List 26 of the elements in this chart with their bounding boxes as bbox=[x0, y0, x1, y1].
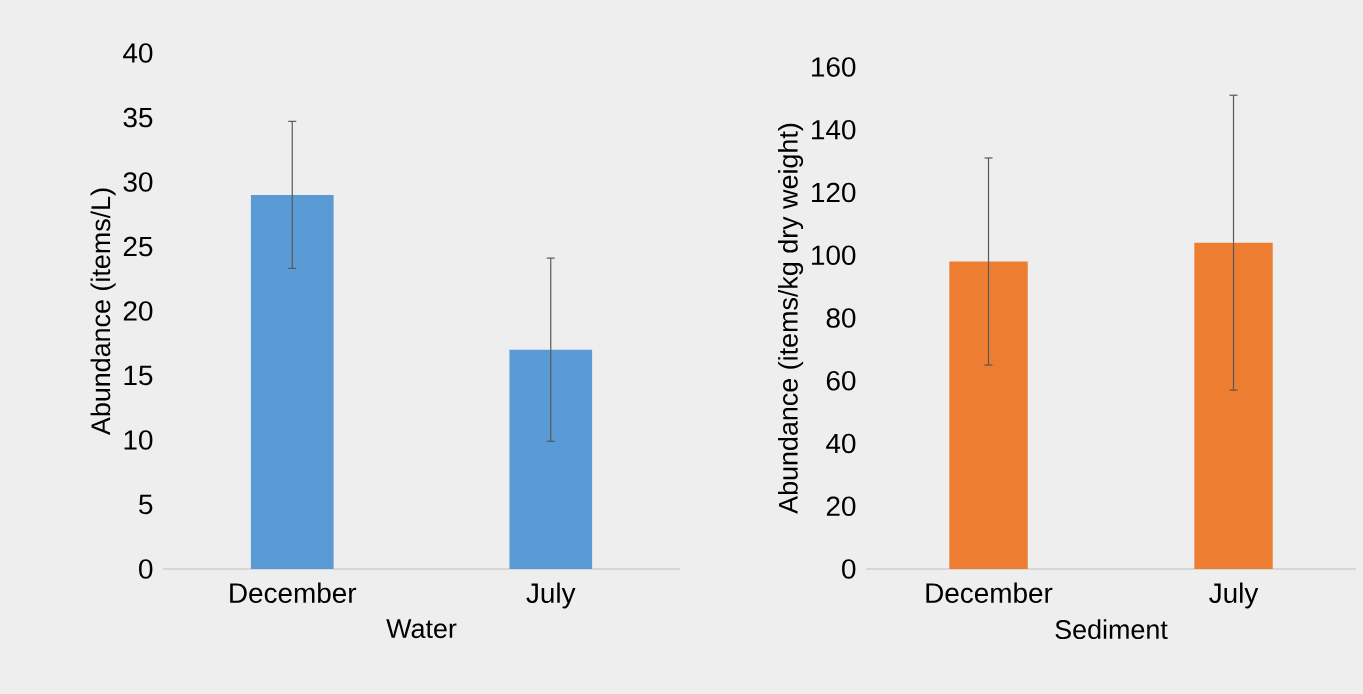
y-axis-title: Abundance (items/kg dry weight) bbox=[778, 123, 804, 514]
y-tick-label: 100 bbox=[812, 245, 856, 266]
y-tick-label: 40 bbox=[826, 433, 856, 454]
y-tick-label: 80 bbox=[826, 308, 856, 328]
y-tick-label: 160 bbox=[812, 57, 856, 77]
x-tick-label: July bbox=[1209, 582, 1259, 609]
y-tick-label: 40 bbox=[123, 43, 153, 63]
y-tick-label: 35 bbox=[123, 107, 153, 128]
y-tick-label: 60 bbox=[826, 370, 856, 391]
y-tick-label: 0 bbox=[842, 559, 856, 579]
x-tick-label: December bbox=[230, 582, 357, 603]
y-tick-label: 25 bbox=[123, 236, 153, 257]
y-tick-label: 0 bbox=[139, 559, 153, 579]
y-tick-label: 140 bbox=[812, 119, 856, 140]
x-tick-label: July bbox=[526, 582, 576, 609]
y-tick-label: 5 bbox=[139, 494, 153, 515]
y-tick-label: 15 bbox=[124, 365, 153, 386]
y-tick-label: 20 bbox=[826, 496, 856, 517]
x-tick-label: December bbox=[926, 582, 1053, 603]
y-tick-label: 20 bbox=[123, 301, 153, 321]
y-tick-label: 120 bbox=[812, 182, 856, 203]
x-axis-title: Water bbox=[386, 619, 457, 639]
y-tick-label: 30 bbox=[123, 172, 153, 192]
y-tick-label: 10 bbox=[124, 430, 153, 450]
y-axis-title: Abundance (items/L) bbox=[90, 188, 116, 436]
x-axis-title: Sediment bbox=[1055, 619, 1168, 640]
